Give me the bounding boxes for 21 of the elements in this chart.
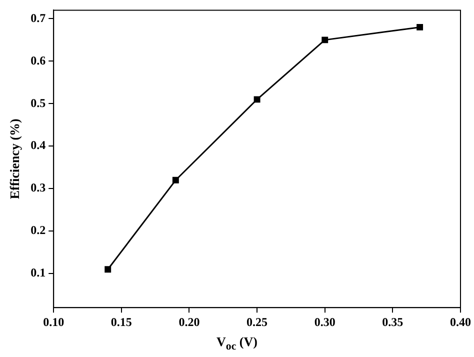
y-tick-label: 0.6 — [30, 53, 46, 68]
y-tick-label: 0.1 — [30, 266, 46, 280]
x-tick-label: 0.10 — [43, 314, 64, 329]
x-tick-label: 0.15 — [110, 314, 132, 329]
y-tick-label: 0.4 — [30, 138, 46, 152]
x-tick-label: 0.40 — [450, 314, 471, 329]
x-axis-title: V$_{oc}$ (V) — [216, 334, 258, 353]
point — [254, 96, 260, 103]
y-axis-title: Efficiency (%) — [7, 118, 22, 200]
x-tick-label: 0.20 — [178, 314, 200, 329]
x-tick-label: 0.30 — [314, 314, 336, 329]
x-tick-label: 0.25 — [246, 314, 268, 329]
y-tick-label: 0.7 — [30, 10, 46, 25]
point — [172, 176, 179, 184]
y-tick-label: 0.2 — [30, 223, 46, 238]
point — [104, 266, 112, 273]
x-tick-label: 0.35 — [382, 314, 404, 329]
y-tick-label: 0.3 — [30, 180, 46, 195]
y-tick-label: 0.5 — [30, 96, 46, 110]
point — [322, 36, 328, 44]
point — [416, 24, 424, 30]
